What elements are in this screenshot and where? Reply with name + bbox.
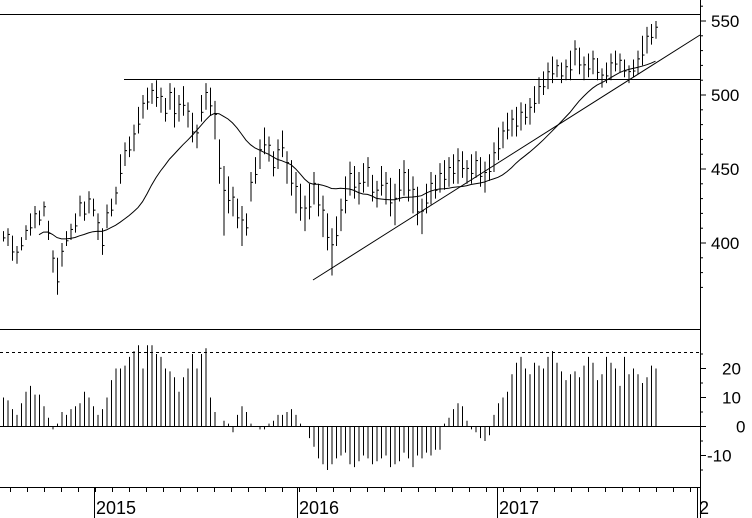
- price-tick-label: 550: [711, 12, 739, 31]
- price-bars: [3, 21, 658, 295]
- momentum-bars: [3, 345, 657, 470]
- price-panel: 400 450 500 550: [0, 5, 739, 330]
- moving-average-line: [38, 60, 656, 240]
- momentum-tick-label: 0: [736, 418, 745, 437]
- x-axis: 2015 2016 2017 2: [10, 487, 709, 518]
- year-label: 2015: [96, 498, 136, 518]
- year-label: 2017: [499, 498, 539, 518]
- year-label: 2: [699, 498, 709, 518]
- price-axis: 400 450 500 550: [700, 5, 739, 288]
- year-label: 2016: [299, 498, 339, 518]
- momentum-axis: -100 10 20: [700, 353, 745, 471]
- price-tick-label: 450: [711, 160, 739, 179]
- momentum-tick-label: 20: [722, 360, 741, 379]
- price-tick-label: 400: [711, 234, 739, 253]
- support-trendline: [312, 34, 701, 281]
- momentum-panel: -100 10 20: [0, 345, 745, 488]
- price-tick-label: 500: [711, 86, 739, 105]
- momentum-tick-label: -10: [707, 447, 732, 466]
- momentum-tick-label: 10: [722, 389, 741, 408]
